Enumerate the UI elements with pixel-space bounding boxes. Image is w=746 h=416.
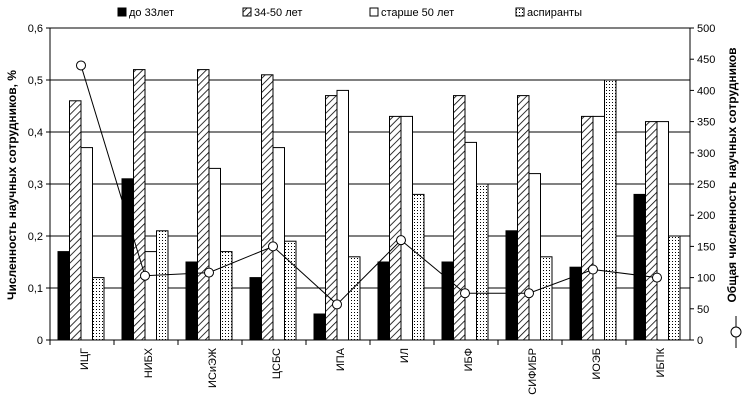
line-series-group (76, 60, 662, 310)
bar-1-5 (313, 313, 326, 341)
line-point-2 (140, 270, 150, 281)
right-legend-marker (730, 326, 742, 338)
bar-4-1 (92, 277, 105, 341)
bar-3-10 (656, 121, 669, 341)
bar-3-1 (80, 147, 93, 341)
bar-1-6 (377, 261, 390, 341)
bar-1-7 (441, 261, 454, 341)
line-point-6 (396, 235, 406, 246)
y-right-tick-label: 0 (697, 335, 703, 347)
x-tick-label: ЦСБС (271, 348, 283, 379)
x-tick-label: ИЛ (399, 348, 411, 363)
y-right-tick-label: 100 (697, 273, 715, 285)
legend-label-4: аспиранты (527, 7, 582, 19)
y-tick-label: 0,4 (28, 127, 43, 139)
y-tick-label: 0,2 (28, 231, 43, 243)
bar-3-6 (400, 115, 413, 341)
y-axis-title: Численность научных сотрудников, % (5, 70, 19, 300)
bar-4-5 (348, 256, 361, 341)
x-tick-label: НИБХ (143, 347, 155, 378)
y-right-tick-label: 150 (697, 241, 715, 253)
y-right-tick-label: 300 (697, 148, 715, 160)
bar-2-3 (197, 69, 210, 341)
bar-1-1 (57, 251, 70, 341)
bar-3-8 (528, 173, 541, 341)
bar-4-7 (476, 183, 489, 341)
bar-4-6 (412, 193, 425, 341)
line-point-3 (204, 267, 214, 278)
bar-4-4 (284, 240, 297, 341)
y-axis-right-title-group: Общая численность научных сотрудников (725, 47, 742, 348)
bar-3-2 (144, 251, 157, 341)
line-point-4 (268, 241, 278, 252)
y-tick-label: 0,5 (28, 75, 43, 87)
bar-1-8 (505, 230, 518, 341)
legend-swatch-4 (515, 7, 525, 17)
bar-3-3 (208, 167, 221, 341)
y-right-tick-label: 500 (697, 23, 715, 35)
line-series-path (80, 65, 658, 306)
bar-2-1 (69, 100, 82, 341)
x-tick-label: ИПА (335, 347, 347, 371)
bar-2-7 (453, 95, 466, 341)
legend-label-2: 34-50 лет (254, 7, 302, 19)
y-right-tick-label: 350 (697, 117, 715, 129)
x-tick-label: ИСиЭЖ (207, 348, 219, 388)
x-tick-label: ИОЭБ (591, 348, 603, 380)
bar-2-4 (261, 74, 274, 341)
bars-group (57, 69, 681, 341)
x-tick-label: ИЦГ (79, 348, 91, 370)
x-tick-label: ИБФ (463, 348, 475, 371)
bar-4-8 (540, 256, 553, 341)
bar-1-4 (249, 277, 262, 341)
bar-1-10 (633, 193, 646, 341)
y-tick-label: 0,1 (28, 283, 43, 295)
x-tick-label: СИФИБР (527, 348, 539, 395)
bar-3-9 (592, 115, 605, 341)
legend-swatch-2 (242, 7, 252, 17)
bar-1-2 (121, 178, 134, 341)
line-point-5 (332, 299, 342, 310)
line-point-9 (588, 264, 598, 275)
y-tick-label: 0,3 (28, 179, 43, 191)
y-tick-label: 0,6 (28, 23, 43, 35)
bar-2-6 (389, 115, 402, 341)
x-tick-label: ИБПК (655, 347, 667, 377)
bar-4-9 (604, 79, 617, 341)
y-right-tick-label: 200 (697, 210, 715, 222)
axes-group: 0 0,1 0,2 0,3 0,4 0,5 0,6 0 50 100 150 200 250 300 350… (28, 23, 716, 395)
line-point-1 (76, 60, 86, 71)
y-axis-right-title: Общая численность научных сотрудников (725, 47, 739, 302)
bar-3-7 (464, 141, 477, 341)
legend-swatch-3 (369, 7, 379, 17)
bar-4-3 (220, 251, 233, 341)
bar-4-10 (668, 235, 681, 341)
legend-label-3: старше 50 лет (381, 7, 454, 19)
line-point-10 (652, 272, 662, 283)
bar-4-2 (156, 230, 169, 341)
bar-1-9 (569, 266, 582, 341)
y-right-tick-label: 50 (697, 304, 709, 316)
bar-2-9 (581, 115, 594, 341)
legend-label-1: до 33лет (129, 7, 174, 19)
y-right-tick-label: 450 (697, 54, 715, 66)
legend: до 33лет 34-50 лет старше 50 лет аспиранты (117, 7, 582, 19)
line-point-7 (460, 288, 470, 299)
legend-swatch-1 (117, 7, 127, 17)
y-right-tick-label: 400 (697, 85, 715, 97)
bar-2-10 (645, 121, 658, 341)
bar-2-8 (517, 95, 530, 341)
line-point-8 (524, 288, 534, 299)
y-tick-label: 0 (37, 335, 43, 347)
y-right-tick-label: 250 (697, 179, 715, 191)
bar-2-2 (133, 69, 146, 341)
